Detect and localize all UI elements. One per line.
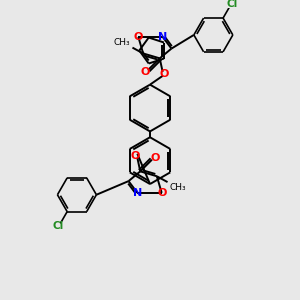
Text: N: N [133, 188, 142, 198]
Text: O: O [134, 32, 143, 42]
Text: O: O [150, 153, 160, 163]
Text: CH₃: CH₃ [114, 38, 130, 46]
Text: Cl: Cl [226, 0, 238, 9]
Text: O: O [160, 69, 169, 79]
Text: O: O [131, 151, 140, 161]
Text: Cl: Cl [53, 221, 64, 231]
Text: N: N [158, 32, 167, 42]
Text: CH₃: CH₃ [169, 183, 186, 192]
Text: O: O [140, 67, 150, 77]
Text: O: O [157, 188, 166, 198]
